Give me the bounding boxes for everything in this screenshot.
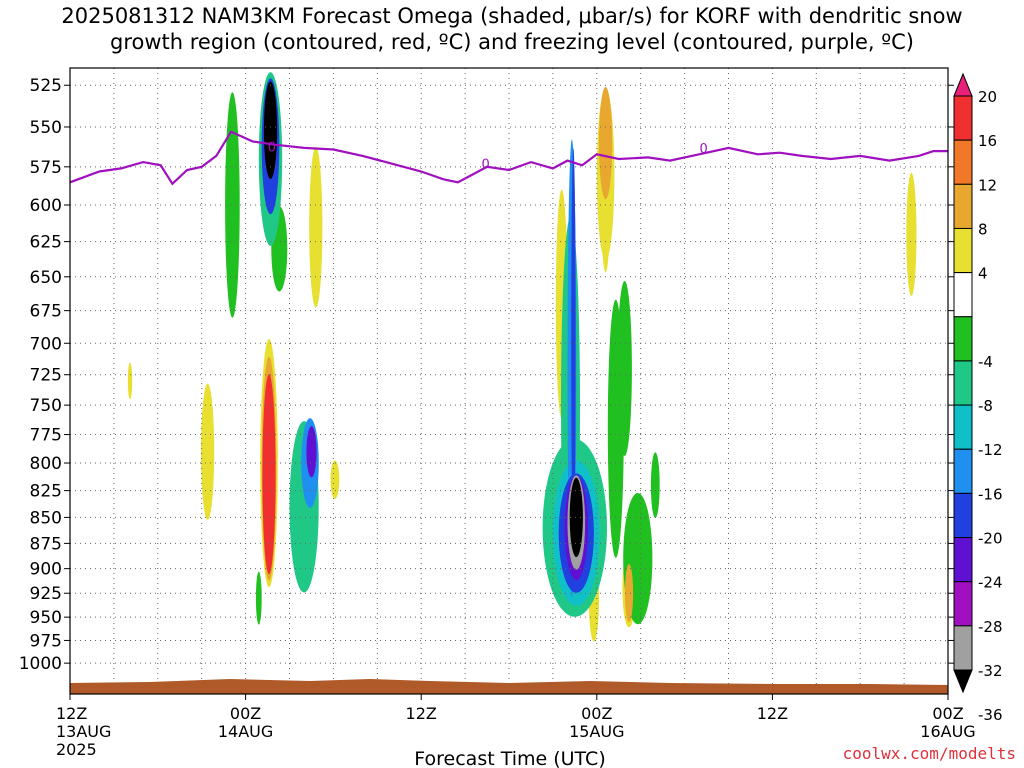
- omega-cell-31: [571, 148, 576, 539]
- colorbar-label-12: -32: [978, 662, 1003, 680]
- colorbar-box-6: [953, 360, 973, 406]
- omega-cell-2: [127, 362, 133, 400]
- y-tick-label-850: 850: [30, 508, 62, 528]
- omega-cell-3: [201, 383, 215, 520]
- colorbar-label-13: -36: [978, 706, 1003, 724]
- colorbar-bottom-arrow: [953, 669, 973, 694]
- y-tick-label-900: 900: [30, 560, 62, 580]
- omega-cell-1: [330, 460, 340, 500]
- colorbar-box-7: [953, 404, 973, 450]
- freezing-level-line: 0 0 0: [69, 130, 948, 186]
- x-tick-label-36-1: 15AUG: [569, 722, 624, 741]
- omega-shading: [127, 72, 917, 642]
- y-tick-label-750: 750: [30, 396, 62, 416]
- colorbar-box-11: [953, 581, 973, 627]
- chart-title-line2: growth region (contoured, red, ºC) and f…: [110, 30, 914, 54]
- colorbar-box-0: [953, 95, 973, 141]
- omega-cell-8: [906, 172, 917, 296]
- plot-frame: [69, 67, 949, 695]
- colorbar-label-10: -24: [978, 574, 1003, 592]
- y-tick-label-600: 600: [30, 196, 62, 216]
- omega-cell-29: [262, 374, 276, 575]
- omega-cell-24: [624, 564, 634, 623]
- omega-cell-36: [569, 477, 583, 557]
- colorbar-label-2: 12: [978, 176, 997, 194]
- colorbar-label-8: -16: [978, 485, 1003, 503]
- omega-cell-9: [225, 92, 240, 318]
- colorbar-label-11: -28: [978, 618, 1003, 636]
- colorbar-box-9: [953, 492, 973, 539]
- colorbar-label-7: -12: [978, 441, 1003, 459]
- y-tick-label-725: 725: [30, 366, 62, 386]
- y-tick-label-1000: 1000: [19, 654, 62, 674]
- colorbar-label-4: 4: [978, 265, 988, 283]
- y-tick-label-675: 675: [30, 302, 62, 322]
- x-tick-label-0-2: 2025: [56, 740, 97, 759]
- colorbar-top-arrow: [953, 72, 973, 97]
- x-tick-label-24-0: 12Z: [406, 704, 437, 723]
- x-tick-label-60-1: 16AUG: [920, 722, 975, 741]
- freezing-level-label-1: 0: [481, 158, 489, 173]
- x-tick-label-0-1: 13AUG: [56, 722, 111, 741]
- y-tick-label-700: 700: [30, 334, 62, 354]
- omega-cell-23: [599, 87, 613, 200]
- colorbar-label-9: -20: [978, 530, 1003, 548]
- colorbar-box-2: [953, 183, 973, 229]
- chart-title-line1: 2025081312 NAM3KM Forecast Omega (shaded…: [61, 4, 963, 28]
- x-tick-label-12-1: 14AUG: [218, 722, 273, 741]
- colorbar: 20 16 12 8 4 -4 -8 -12 -16 -20 -24 -28 -32 -36: [953, 72, 1003, 724]
- y-tick-label-950: 950: [30, 608, 62, 628]
- x-tick-label-60-0: 00Z: [932, 704, 963, 723]
- omega-cell-12: [255, 571, 262, 625]
- y-tick-label-975: 975: [30, 631, 62, 651]
- colorbar-label-5: -4: [978, 353, 993, 371]
- freezing-level-path: [69, 130, 948, 186]
- colorbar-label-0: 20: [978, 88, 997, 106]
- colorbar-box-8: [953, 448, 973, 494]
- x-tick-label-0-0: 12Z: [56, 704, 87, 723]
- omega-cell-32: [306, 426, 317, 478]
- colorbar-box-1: [953, 139, 973, 185]
- omega-cell-16: [650, 452, 660, 518]
- y-tick-label-625: 625: [30, 233, 62, 253]
- x-tick-label-48-0: 12Z: [757, 704, 788, 723]
- colorbar-label-3: 8: [978, 220, 988, 238]
- y-tick-label-875: 875: [30, 534, 62, 554]
- y-tick-label-825: 825: [30, 482, 62, 502]
- y-tick-label-550: 550: [30, 118, 62, 138]
- omega-cell-35: [263, 81, 278, 179]
- axes: 525 550 575 600 625 650 675 700 725 750 775 800 825 8…: [19, 67, 976, 759]
- colorbar-box-12: [953, 625, 973, 671]
- y-tick-label-575: 575: [30, 158, 62, 178]
- colorbar-label-6: -8: [978, 397, 993, 415]
- omega-cell-0: [309, 146, 323, 308]
- colorbar-box-4: [953, 272, 973, 318]
- freezing-level-label-2: 0: [699, 142, 707, 157]
- x-tick-label-12-0: 00Z: [230, 704, 261, 723]
- y-tick-label-650: 650: [30, 268, 62, 288]
- y-tick-label-775: 775: [30, 426, 62, 446]
- y-tick-label-525: 525: [30, 76, 62, 96]
- freezing-level-label-0: 0: [268, 140, 276, 155]
- colorbar-box-10: [953, 537, 973, 583]
- y-tick-label-800: 800: [30, 454, 62, 474]
- watermark: coolwx.com/modelts: [842, 744, 1016, 763]
- colorbar-label-1: 16: [978, 132, 997, 150]
- colorbar-box-3: [953, 227, 973, 274]
- ground-terrain: [70, 679, 948, 694]
- x-axis-label: Forecast Time (UTC): [414, 748, 605, 768]
- omega-cell-14: [617, 281, 632, 456]
- x-tick-label-36-0: 00Z: [581, 704, 612, 723]
- grid: [70, 68, 948, 694]
- y-tick-label-925: 925: [30, 584, 62, 604]
- ground-surface: [70, 679, 948, 694]
- colorbar-box-5: [953, 316, 973, 362]
